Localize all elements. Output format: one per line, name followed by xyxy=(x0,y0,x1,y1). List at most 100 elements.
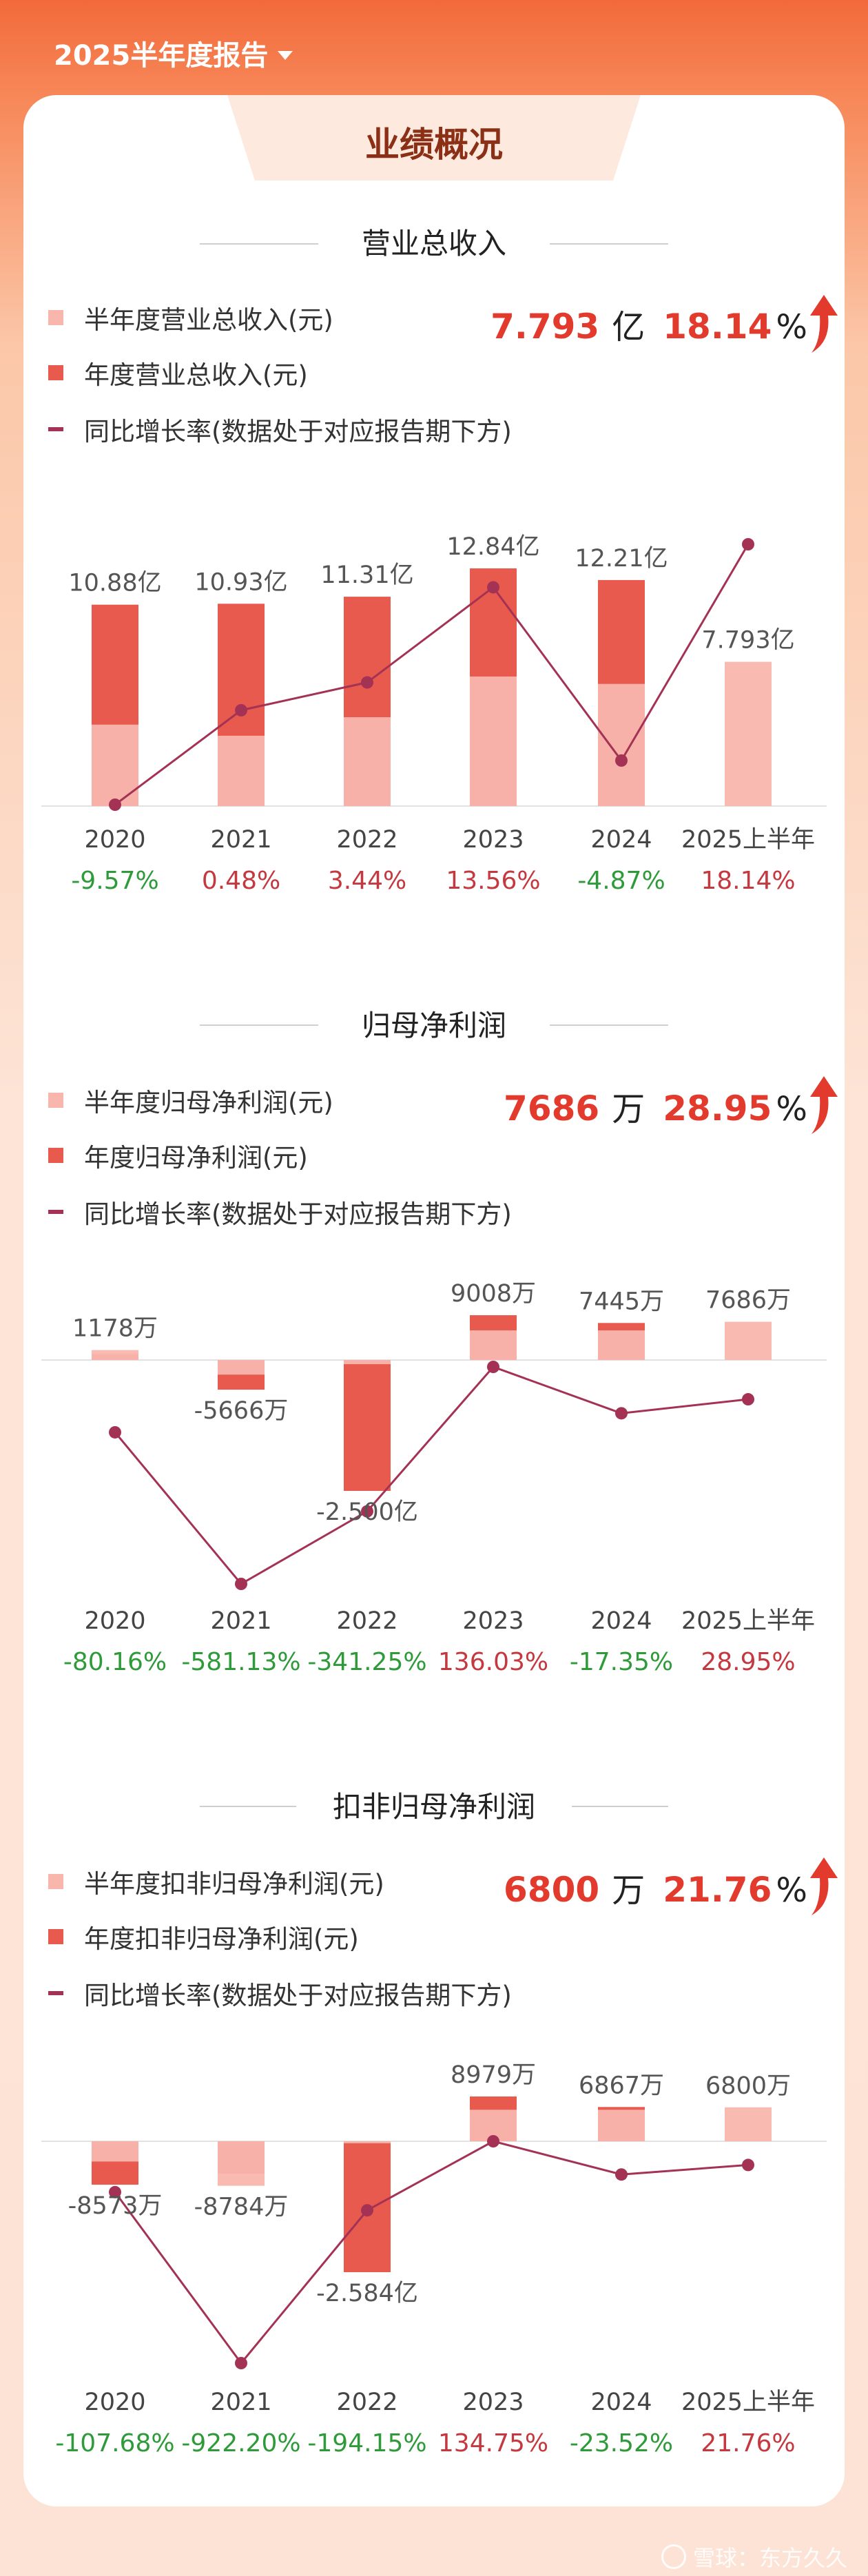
category-label: 2024 xyxy=(590,2389,652,2416)
growth-point xyxy=(361,1505,373,1518)
title-divider xyxy=(572,1806,668,1807)
growth-point xyxy=(235,2357,247,2369)
title-divider xyxy=(200,1024,318,1026)
growth-line xyxy=(114,544,750,806)
headline-value: 7686 万 28.95 % xyxy=(504,1089,807,1129)
bar-value-label: 12.21亿 xyxy=(575,545,668,573)
category-label: 2024 xyxy=(590,826,652,854)
title-divider xyxy=(550,243,668,245)
growth-label: -581.13% xyxy=(181,1648,300,1676)
growth-label: -80.16% xyxy=(63,1648,167,1676)
watermark: 雪球：东方久久 xyxy=(661,2541,847,2573)
category-label: 2025上半年 xyxy=(681,2389,815,2416)
bar-half-year xyxy=(470,676,517,806)
up-arrow-icon xyxy=(810,1857,838,1915)
growth-label: 18.14% xyxy=(701,867,795,895)
watermark-text: 雪球：东方久久 xyxy=(692,2545,847,2571)
bar-half-year xyxy=(725,1321,772,1360)
bar-value-label: 7445万 xyxy=(579,1288,664,1315)
category-label: 2021 xyxy=(210,2389,271,2416)
growth-label: -341.25% xyxy=(307,1648,426,1676)
legend-growth: 同比增长率(数据处于对应报告期下方) xyxy=(48,1975,512,2012)
section-title: 营业总收入 xyxy=(361,227,506,260)
headline-value: 7.793 亿 18.14 % xyxy=(490,307,807,347)
bar-half-year xyxy=(598,2110,645,2141)
bar-value-label: -5666万 xyxy=(194,1397,289,1425)
up-arrow-icon xyxy=(810,295,838,353)
bar-half-year xyxy=(598,1330,645,1360)
growth-point xyxy=(109,2185,121,2198)
growth-point xyxy=(109,798,121,811)
deducted-profit-chart: -8573万 2020 -107.68% -8784万 2021 -922.20% -2.5… xyxy=(41,2061,827,2457)
bar-half-year xyxy=(470,1330,517,1360)
growth-point xyxy=(487,1361,499,1373)
growth-point xyxy=(615,2168,628,2181)
bar-half-year xyxy=(344,2141,391,2143)
category-label: 2022 xyxy=(336,1607,397,1635)
growth-label: -194.15% xyxy=(307,2429,426,2457)
legend-half-year: 半年度归母净利润(元) xyxy=(48,1082,333,1119)
bar-half-year xyxy=(92,2141,138,2162)
legend-annual: 年度扣非归母净利润(元) xyxy=(48,1918,359,1955)
bar-half-year xyxy=(218,2141,265,2186)
category-label: 2020 xyxy=(84,1607,145,1635)
growth-label: 136.03% xyxy=(438,1648,548,1676)
bar-half-year xyxy=(725,2107,772,2141)
growth-point xyxy=(109,1425,121,1439)
section-title: 归母净利润 xyxy=(361,1009,506,1042)
growth-label: -4.87% xyxy=(577,867,665,895)
bar-value-label: 10.93亿 xyxy=(194,568,287,596)
title-divider xyxy=(550,1024,668,1026)
report-period-label: 2025半年度报告 xyxy=(54,40,269,72)
growth-point xyxy=(742,538,754,550)
category-label: 2025上半年 xyxy=(681,1607,815,1635)
bar-value-label: 9008万 xyxy=(451,1280,536,1308)
growth-point xyxy=(487,581,499,594)
growth-label: 3.44% xyxy=(328,867,406,895)
legend-growth: 同比增长率(数据处于对应报告期下方) xyxy=(48,1193,512,1230)
bar-half-year xyxy=(344,717,391,806)
title-divider xyxy=(200,243,318,245)
bar-half-year xyxy=(218,735,265,806)
bar-value-label: 7.793亿 xyxy=(701,627,794,655)
category-label: 2024 xyxy=(590,1607,652,1635)
growth-point xyxy=(235,1578,247,1590)
growth-label: -23.52% xyxy=(570,2429,673,2457)
growth-label: 28.95% xyxy=(701,1648,795,1676)
growth-point xyxy=(487,2135,499,2147)
category-label: 2025上半年 xyxy=(681,826,815,854)
report-period-select[interactable]: 2025半年度报告 xyxy=(54,33,293,73)
bar-annual xyxy=(344,1360,391,1491)
growth-line xyxy=(114,2140,749,2365)
legend-annual: 年度归母净利润(元) xyxy=(48,1137,308,1174)
growth-label: -9.57% xyxy=(71,867,158,895)
main-card xyxy=(23,95,845,2506)
growth-point xyxy=(742,2158,754,2172)
bar-value-label: 8979万 xyxy=(451,2061,536,2089)
category-label: 2022 xyxy=(336,2389,397,2416)
growth-point xyxy=(742,1393,754,1406)
bar-value-label: 11.31亿 xyxy=(320,561,413,589)
legend-half-year: 半年度营业总收入(元) xyxy=(48,299,333,336)
growth-point xyxy=(361,2204,373,2217)
growth-label: -107.68% xyxy=(55,2429,174,2457)
section-title: 扣非归母净利润 xyxy=(332,1790,535,1824)
bar-half-year xyxy=(92,724,138,806)
title-tab xyxy=(227,95,641,181)
bar-half-year xyxy=(725,661,772,806)
growth-point xyxy=(235,703,247,717)
category-label: 2022 xyxy=(336,826,397,854)
bar-value-label: -8784万 xyxy=(194,2194,289,2221)
bar-value-label: -8573万 xyxy=(68,2192,163,2220)
category-label: 2021 xyxy=(210,1607,271,1635)
bar-half-year xyxy=(92,1350,138,1360)
growth-label: 134.75% xyxy=(438,2429,548,2457)
category-label: 2021 xyxy=(210,826,271,854)
category-label: 2023 xyxy=(462,2389,524,2416)
category-label: 2020 xyxy=(84,826,145,854)
growth-point xyxy=(615,1407,628,1420)
chevron-down-icon xyxy=(278,50,293,60)
headline-value: 6800 万 21.76 % xyxy=(504,1870,807,1910)
revenue-chart: 10.88亿 2020 -9.57% 10.93亿 2021 0.48% 11.31亿 202… xyxy=(41,533,827,895)
legend-growth: 同比增长率(数据处于对应报告期下方) xyxy=(48,411,512,448)
